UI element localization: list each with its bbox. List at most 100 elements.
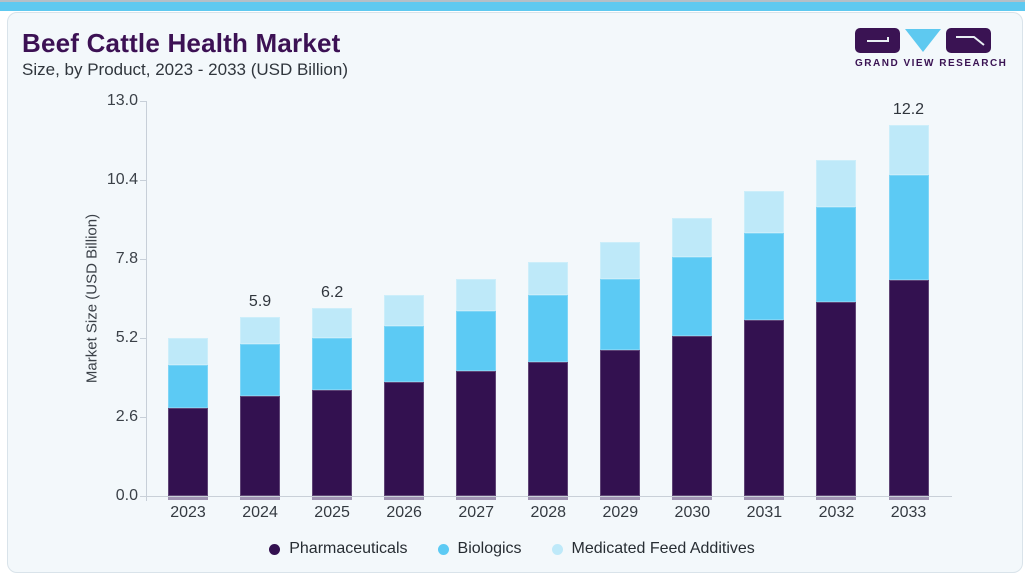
legend-swatch-icon <box>551 543 563 555</box>
bar-segment-medicated-feed-additives <box>456 278 497 311</box>
bar-column-2027 <box>456 278 497 500</box>
y-tick <box>140 259 147 260</box>
legend-item-biologics: Biologics <box>437 540 522 558</box>
bar-segment-pharmaceuticals <box>456 371 497 496</box>
bar-baseline-stub <box>816 496 857 500</box>
y-tick <box>140 101 147 102</box>
bar-segment-medicated-feed-additives <box>312 307 353 338</box>
bar-segment-biologics <box>168 365 208 408</box>
x-axis-label-2023: 2023 <box>170 504 206 521</box>
bar-segment-biologics <box>672 257 713 337</box>
y-tick <box>140 338 147 339</box>
bar-segment-medicated-feed-additives <box>744 190 785 234</box>
bar-baseline-stub <box>600 496 641 500</box>
bar-segment-biologics <box>384 325 425 383</box>
bar-segment-pharmaceuticals <box>816 301 857 496</box>
bar-segment-pharmaceuticals <box>888 280 929 496</box>
bar-column-2032 <box>816 160 857 500</box>
plot-area: 5.9 6.2 12.2 <box>147 101 952 500</box>
x-axis-label-2029: 2029 <box>602 504 639 521</box>
legend-item-medicated-feed-additives: Medicated Feed Additives <box>551 540 755 558</box>
legend-swatch-icon <box>437 543 449 555</box>
x-axis-label-2032: 2032 <box>818 504 855 521</box>
y-tick-label: 0.0 <box>115 487 138 504</box>
bar-segment-pharmaceuticals <box>600 350 641 496</box>
bar-segment-pharmaceuticals <box>528 362 569 496</box>
bar-segment-pharmaceuticals <box>672 336 713 496</box>
legend: Pharmaceuticals Biologics Medicated Feed A… <box>8 538 1016 560</box>
bar-segment-biologics <box>888 175 929 281</box>
legend-label: Biologics <box>457 540 522 557</box>
x-axis-label-2028: 2028 <box>530 504 567 521</box>
chart-subtitle: Size, by Product, 2023 - 2033 (USD Billi… <box>22 60 348 79</box>
bar-segment-medicated-feed-additives <box>384 295 425 326</box>
bar-baseline-stub <box>528 496 569 500</box>
bar-segment-medicated-feed-additives <box>168 338 208 366</box>
logo-g-block-icon <box>855 28 900 53</box>
bar-column-2030 <box>672 217 713 500</box>
bar-segment-biologics <box>816 207 857 302</box>
bar-column-2031 <box>744 190 785 500</box>
bar-segment-medicated-feed-additives <box>240 316 281 345</box>
x-axis-label-2031: 2031 <box>746 504 783 521</box>
bar-segment-medicated-feed-additives <box>888 125 929 176</box>
bar-column-2026 <box>384 295 425 500</box>
bar-segment-medicated-feed-additives <box>528 262 569 296</box>
bar-baseline-stub <box>456 496 497 500</box>
total-value-label: 6.2 <box>320 283 344 301</box>
bar-segment-pharmaceuticals <box>744 319 785 496</box>
y-tick <box>140 180 147 181</box>
bar-segment-biologics <box>456 310 497 372</box>
x-axis-label-2026: 2026 <box>386 504 422 521</box>
y-tick-label: 7.8 <box>115 250 138 267</box>
logo-wordmark: GRAND VIEW RESEARCH <box>855 58 1008 69</box>
y-tick-label: 2.6 <box>115 408 138 425</box>
bar-segment-biologics <box>312 338 353 390</box>
bar-column-2025: 6.2 <box>312 284 353 500</box>
total-value-label: 5.9 <box>248 292 272 310</box>
bar-column-2023 <box>168 338 208 500</box>
grand-view-research-logo: GRAND VIEW RESEARCH <box>855 28 1008 70</box>
total-value-label: 12.2 <box>892 101 925 119</box>
bar-segment-biologics <box>600 278 641 351</box>
bar-segment-medicated-feed-additives <box>600 242 641 279</box>
bar-segment-pharmaceuticals <box>168 407 208 496</box>
y-axis-title: Market Size (USD Billion) <box>83 213 101 384</box>
bar-baseline-stub <box>888 496 929 500</box>
bar-column-2024: 5.9 <box>240 293 281 500</box>
bar-baseline-stub <box>744 496 785 500</box>
legend-swatch-icon <box>269 543 281 555</box>
x-axis-label-2033: 2033 <box>890 504 927 521</box>
y-tick-label: 13.0 <box>106 92 138 109</box>
top-accent-strip <box>0 0 1025 11</box>
bar-baseline-stub <box>672 496 713 500</box>
logo-glyph-row <box>855 28 997 53</box>
bar-column-2028 <box>528 262 569 500</box>
bar-segment-biologics <box>528 295 569 363</box>
y-axis-line <box>146 101 147 501</box>
bar-baseline-stub <box>168 496 208 500</box>
legend-item-pharmaceuticals: Pharmaceuticals <box>269 540 408 558</box>
x-axis-label-2030: 2030 <box>674 504 711 521</box>
bar-baseline-stub <box>240 496 281 500</box>
bar-segment-pharmaceuticals <box>312 389 353 496</box>
bar-column-2033: 12.2 <box>888 101 929 500</box>
y-tick-label: 5.2 <box>115 329 138 346</box>
legend-label: Medicated Feed Additives <box>571 540 755 557</box>
bar-segment-biologics <box>240 344 281 396</box>
bar-segment-medicated-feed-additives <box>672 217 713 258</box>
x-axis-line <box>140 496 952 497</box>
chart-title: Beef Cattle Health Market <box>22 28 341 58</box>
bar-segment-pharmaceuticals <box>384 382 425 496</box>
bar-segment-biologics <box>744 233 785 320</box>
y-tick-label: 10.4 <box>106 171 138 188</box>
y-tick <box>140 417 147 418</box>
legend-label: Pharmaceuticals <box>289 540 408 557</box>
x-axis-label-2025: 2025 <box>314 504 350 521</box>
x-axis-label-2027: 2027 <box>458 504 494 521</box>
bar-column-2029 <box>600 242 641 500</box>
x-axis-label-2024: 2024 <box>242 504 278 521</box>
bar-baseline-stub <box>384 496 425 500</box>
bar-segment-pharmaceuticals <box>240 395 281 496</box>
